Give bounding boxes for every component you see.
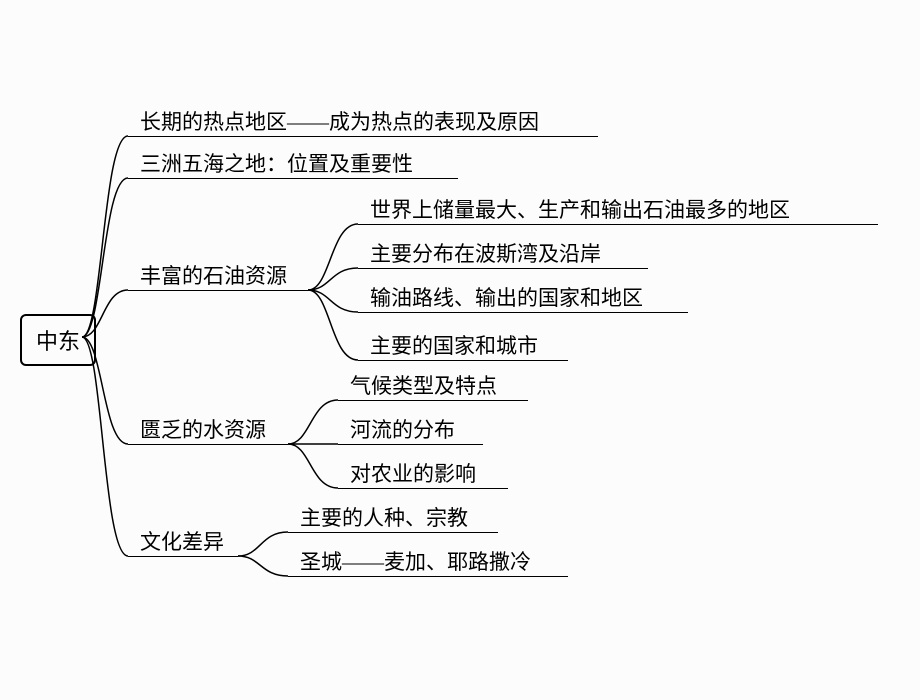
branch-hotspot: 长期的热点地区——成为热点的表现及原因 — [140, 110, 539, 135]
water-child-0: 气候类型及特点 — [350, 374, 497, 399]
branch-location-ul — [128, 178, 458, 179]
culture-child-0-ul — [288, 532, 498, 533]
culture-child-1: 圣城——麦加、耶路撒冷 — [300, 550, 531, 575]
culture-child-0: 主要的人种、宗教 — [300, 506, 468, 531]
branch-water-ul — [128, 444, 288, 445]
branch-location: 三洲五海之地：位置及重要性 — [140, 152, 413, 177]
oil-child-0: 世界上储量最大、生产和输出石油最多的地区 — [370, 198, 790, 223]
water-child-0-ul — [338, 400, 528, 401]
oil-child-3-ul — [358, 360, 568, 361]
oil-child-2: 输油路线、输出的国家和地区 — [370, 286, 643, 311]
water-child-2: 对农业的影响 — [350, 462, 476, 487]
oil-child-3: 主要的国家和城市 — [370, 334, 538, 359]
water-child-2-ul — [338, 488, 508, 489]
water-child-1: 河流的分布 — [350, 418, 455, 443]
oil-child-1-ul — [358, 268, 648, 269]
branch-culture-ul — [128, 556, 238, 557]
branch-oil: 丰富的石油资源 — [140, 264, 287, 289]
culture-child-1-ul — [288, 576, 568, 577]
water-child-1-ul — [338, 444, 483, 445]
branch-water: 匮乏的水资源 — [140, 418, 266, 443]
oil-child-0-ul — [358, 224, 878, 225]
branch-culture: 文化差异 — [140, 530, 224, 555]
oil-child-1: 主要分布在波斯湾及沿岸 — [370, 242, 601, 267]
branch-hotspot-ul — [128, 136, 598, 137]
branch-oil-ul — [128, 290, 308, 291]
oil-child-2-ul — [358, 312, 688, 313]
